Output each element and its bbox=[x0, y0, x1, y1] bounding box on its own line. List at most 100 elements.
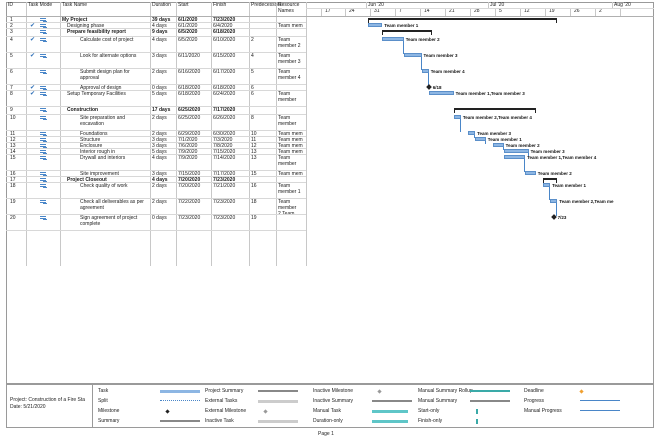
summary-bar[interactable] bbox=[542, 177, 558, 180]
timescale-month: Jun '20 bbox=[368, 2, 384, 8]
task-bar[interactable] bbox=[421, 69, 429, 73]
duration-cell: 0 days bbox=[152, 84, 167, 91]
bar-resource-label: Team member 3 bbox=[530, 148, 565, 154]
task-bar[interactable] bbox=[550, 199, 558, 203]
start-cell: 6/16/2020 bbox=[178, 68, 201, 75]
task-name: Calculate cost of project bbox=[80, 36, 134, 43]
col-id-header[interactable]: ID bbox=[8, 2, 13, 8]
task-bar[interactable] bbox=[542, 183, 551, 187]
row-id: 9 bbox=[10, 106, 13, 113]
start-cell: 7/15/2020 bbox=[178, 170, 201, 177]
duration-cell: 39 days bbox=[152, 16, 171, 23]
task-name: Site preparation and excavation bbox=[80, 114, 126, 127]
start-cell: 7/9/2020 bbox=[178, 148, 198, 155]
external-tasks-legend-swatch bbox=[258, 400, 298, 403]
auto-schedule-icon bbox=[40, 177, 47, 182]
duration-cell: 2 days bbox=[152, 198, 167, 205]
col-resource-names-header[interactable]: Resource Names bbox=[278, 2, 300, 14]
task-bar[interactable] bbox=[525, 171, 536, 175]
row-id: 3 bbox=[10, 28, 13, 35]
row-id: 10 bbox=[10, 114, 16, 121]
task-bar[interactable] bbox=[403, 53, 422, 57]
inactive-task-legend-swatch bbox=[258, 420, 298, 423]
col-predecessors-header[interactable]: Predecessors bbox=[251, 2, 282, 8]
duration-cell: 9 days bbox=[152, 28, 168, 35]
summary-bar[interactable] bbox=[382, 29, 433, 32]
duration-cell: 3 days bbox=[152, 142, 167, 149]
timescale-day: 21 bbox=[449, 8, 455, 14]
legend-label: Progress bbox=[524, 398, 545, 404]
task-name: My Project bbox=[62, 16, 88, 23]
dependency-arrow bbox=[420, 57, 422, 70]
dependency-arrow bbox=[474, 135, 476, 138]
auto-schedule-icon bbox=[40, 131, 47, 136]
timescale-day: 19 bbox=[549, 8, 555, 14]
task-bar[interactable] bbox=[475, 137, 486, 141]
task-bar[interactable] bbox=[503, 149, 529, 153]
summary-bar[interactable] bbox=[453, 107, 536, 110]
task-bar[interactable] bbox=[453, 115, 461, 119]
auto-schedule-icon bbox=[40, 85, 47, 90]
legend-label: Start-only bbox=[418, 408, 440, 414]
duration-cell: 2 days bbox=[152, 114, 167, 121]
col-finish-header[interactable]: Finish bbox=[213, 2, 227, 8]
split-legend-swatch bbox=[160, 400, 200, 403]
task-bar[interactable] bbox=[428, 91, 454, 95]
finish-cell: 6/26/2020 bbox=[213, 114, 236, 121]
predecessors-cell: 12 bbox=[251, 142, 257, 149]
task-bar[interactable] bbox=[368, 23, 383, 27]
col-start-header[interactable]: Start bbox=[178, 2, 189, 8]
row-id: 7 bbox=[10, 84, 13, 91]
bar-resource-label: Team member 3 bbox=[477, 130, 512, 136]
task-bar[interactable] bbox=[382, 37, 404, 41]
duration-cell: 3 days bbox=[152, 52, 167, 59]
auto-schedule-icon bbox=[40, 149, 47, 154]
finish-cell: 7/3/2020 bbox=[213, 136, 233, 143]
start-cell: 6/11/2020 bbox=[178, 52, 200, 59]
dependency-arrow bbox=[402, 41, 404, 54]
row-id: 5 bbox=[10, 52, 13, 59]
predecessors-cell: 6 bbox=[251, 84, 254, 91]
predecessors-cell: 6 bbox=[251, 90, 254, 97]
task-name: Interior rough in bbox=[80, 148, 116, 155]
predecessors-cell: 5 bbox=[251, 68, 254, 75]
bar-resource-label: Team member 2,Team member 4 bbox=[462, 114, 532, 120]
auto-schedule-icon bbox=[40, 29, 47, 34]
task-name: Check quality of work bbox=[80, 182, 128, 189]
row-id: 20 bbox=[10, 214, 16, 221]
auto-schedule-icon bbox=[40, 215, 47, 220]
col-duration-header[interactable]: Duration bbox=[152, 2, 171, 8]
finish-cell: 7/23/2020 bbox=[213, 16, 236, 23]
summary-bar[interactable] bbox=[368, 17, 558, 20]
finish-cell: 6/17/2020 bbox=[213, 68, 236, 75]
timescale-day: 2 bbox=[599, 8, 602, 14]
col-task-mode-header[interactable]: Task Mode bbox=[28, 2, 53, 8]
auto-schedule-icon bbox=[40, 91, 47, 96]
progress-legend-swatch bbox=[580, 400, 620, 401]
row-id: 13 bbox=[10, 142, 16, 149]
footer-date: Date: 5/21/2020 bbox=[10, 404, 46, 410]
legend-label: Duration-only bbox=[313, 418, 343, 424]
task-bar[interactable] bbox=[492, 143, 504, 147]
row-id: 8 bbox=[10, 90, 13, 97]
task-name: Submit design plan for approval bbox=[80, 68, 130, 81]
task-bar[interactable] bbox=[467, 131, 476, 135]
resource-names-cell: Team member bbox=[278, 90, 297, 103]
start-cell: 7/6/2020 bbox=[178, 142, 198, 149]
col-task-name-header[interactable]: Task Name bbox=[62, 2, 88, 8]
row-id: 1 bbox=[10, 16, 13, 23]
row-id: 15 bbox=[10, 154, 16, 161]
legend-label: External Tasks bbox=[205, 398, 238, 404]
summary-bar-cap bbox=[556, 177, 558, 183]
task-bar[interactable] bbox=[503, 155, 526, 159]
row-id: 18 bbox=[10, 182, 16, 189]
predecessors-cell: 18 bbox=[251, 198, 257, 205]
bar-resource-label: Team member 1,Team member 3 bbox=[455, 90, 525, 96]
finish-cell: 6/15/2020 bbox=[213, 52, 236, 59]
finish-cell: 6/24/2020 bbox=[213, 90, 236, 97]
timescale-day: 28 bbox=[474, 8, 480, 14]
summary-bar-cap bbox=[453, 107, 455, 113]
resource-names-cell: Team member 2 bbox=[278, 36, 301, 49]
summary-bar-cap bbox=[534, 107, 536, 113]
finish-cell: 7/23/2020 bbox=[213, 214, 236, 221]
